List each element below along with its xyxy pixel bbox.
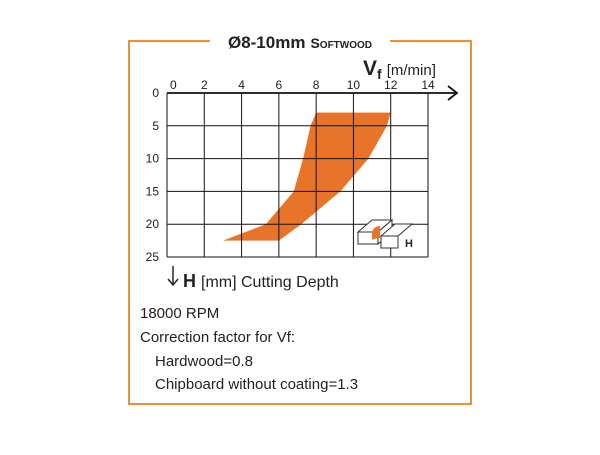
feed-area (222, 112, 391, 241)
icon-cut (372, 226, 380, 240)
plot: 0 5 10 15 20 25 0 2 4 6 8 10 12 14 (146, 78, 459, 264)
note: Hardwood=0.8 (155, 353, 253, 370)
x-tick-label: 10 (347, 78, 361, 92)
x-tick-label: 8 (313, 78, 320, 92)
note: 18000 RPM (140, 305, 219, 322)
y-tick-label: 15 (146, 184, 160, 198)
y-tick-label: 20 (146, 217, 160, 231)
title-main: Ø8-10mm (228, 33, 305, 52)
x-unit: [m/min] (387, 62, 436, 79)
x-tick-label: 6 (276, 78, 283, 92)
x-tick-label: 2 (201, 78, 208, 92)
y-tick-label: 25 (146, 250, 160, 264)
y-symbol: H (183, 271, 196, 291)
x-axis-label: Vf [m/min] (363, 57, 436, 82)
x-tick-label: 12 (384, 78, 398, 92)
x-tick-label: 0 (170, 78, 177, 92)
note: Chipboard without coating=1.3 (155, 376, 358, 393)
y-tick-label: 0 (152, 86, 159, 100)
note: Correction factor for Vf: (140, 329, 295, 346)
y-unit: [mm] Cutting Depth (201, 274, 339, 291)
x-subscript: f (377, 66, 382, 82)
x-symbol: V (363, 57, 377, 80)
wood-icon (356, 218, 414, 249)
y-arrow-head (167, 278, 179, 287)
y-tick-label: 10 (146, 152, 160, 166)
icon-label: H (405, 238, 413, 250)
icon-part (380, 235, 399, 249)
y-tick-label: 5 (152, 119, 159, 133)
x-axis-arrow (447, 85, 459, 101)
y-axis-label: H [mm] Cutting Depth (183, 271, 339, 291)
x-tick-label: 14 (421, 78, 435, 92)
x-tick-label: 4 (238, 78, 245, 92)
chart-title: Ø8-10mm Softwood (228, 33, 372, 52)
title-backdrop (210, 30, 390, 54)
title-sub: Softwood (310, 35, 372, 51)
